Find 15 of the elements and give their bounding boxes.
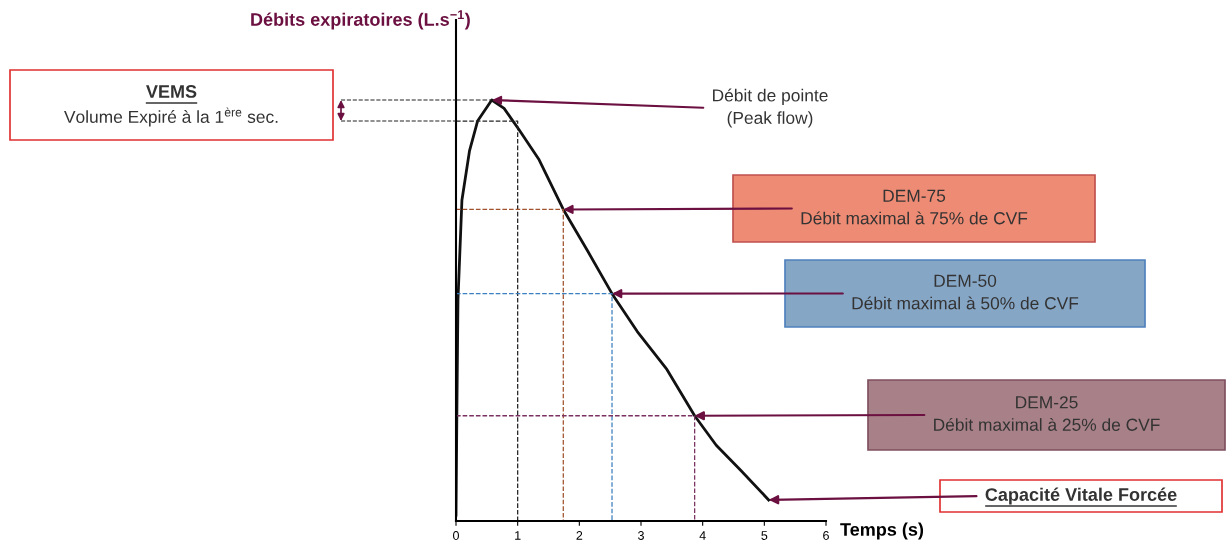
x-tick-label: 5 <box>761 531 768 540</box>
x-tick-label: 2 <box>576 531 583 540</box>
annotation: DEM-25 Débit maximal à 25% de CVF <box>934 396 1160 431</box>
annotation: Débit de pointe (Peak flow) <box>713 88 828 128</box>
annotation: DEM-50 Débit maximal à 50% de CVF <box>852 274 1079 310</box>
annotation: DEM-75 Débit maximal à 75% de CVF <box>801 189 1028 225</box>
x-tick-label: 1 <box>515 531 521 540</box>
x-tick-label: 0 <box>453 531 459 540</box>
text: VEMS Volume Expiré à la 1$^{ère}$ sec. <box>64 85 278 127</box>
x-axis-title: Temps (s) <box>840 522 924 540</box>
x-tick-label: 4 <box>699 531 706 540</box>
x-tick-label: 6 <box>823 531 829 540</box>
y-axis-title: Débits expiratoires (L.s$^{−1}$) <box>251 10 470 30</box>
annotation: Capacité Vitale Forcée <box>985 487 1177 505</box>
x-tick-label: 3 <box>638 531 644 540</box>
